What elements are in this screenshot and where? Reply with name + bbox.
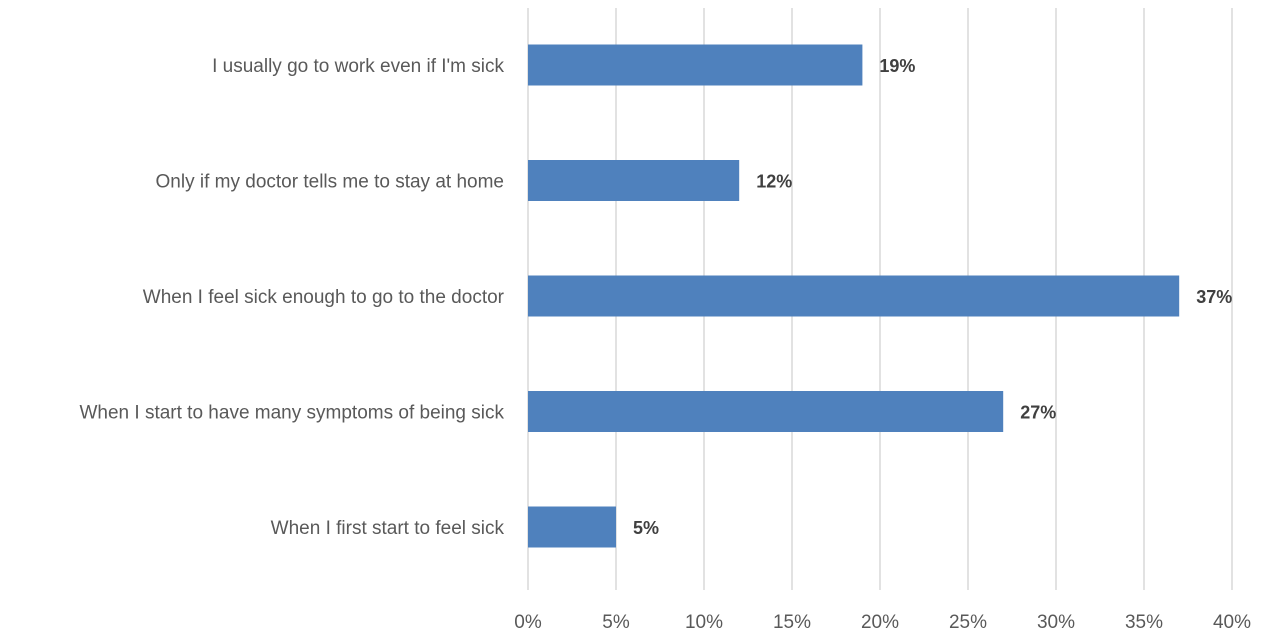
data-label: 19%	[879, 56, 915, 76]
category-label: I usually go to work even if I'm sick	[212, 56, 504, 77]
x-tick-label: 10%	[685, 612, 723, 633]
x-tick-label: 20%	[861, 612, 899, 633]
x-tick-label: 25%	[949, 612, 987, 633]
category-label: Only if my doctor tells me to stay at ho…	[156, 172, 504, 193]
data-label: 27%	[1020, 403, 1056, 423]
x-tick-label: 5%	[602, 612, 630, 633]
x-axis-tick-labels: 0% 5% 10% 15% 20% 25% 30% 35% 40%	[514, 612, 1251, 633]
bar	[528, 391, 1004, 432]
x-tick-label: 35%	[1125, 612, 1163, 633]
x-tick-label: 40%	[1213, 612, 1251, 633]
bars	[528, 44, 1180, 548]
data-labels: 19% 12% 37% 27% 5%	[633, 56, 1232, 538]
bar	[528, 44, 863, 86]
category-labels: I usually go to work even if I'm sick Onl…	[79, 56, 504, 539]
x-tick-label: 0%	[514, 612, 542, 633]
bar	[528, 160, 740, 201]
x-tick-label: 30%	[1037, 612, 1075, 633]
data-label: 12%	[756, 172, 792, 192]
data-label: 37%	[1196, 287, 1232, 307]
bar	[528, 275, 1180, 317]
x-tick-label: 15%	[773, 612, 811, 633]
category-label: When I start to have many symptoms of be…	[79, 403, 504, 424]
category-label: When I feel sick enough to go to the doc…	[143, 287, 505, 308]
category-label: When I first start to feel sick	[271, 518, 505, 539]
data-label: 5%	[633, 518, 659, 538]
bar	[528, 506, 616, 548]
